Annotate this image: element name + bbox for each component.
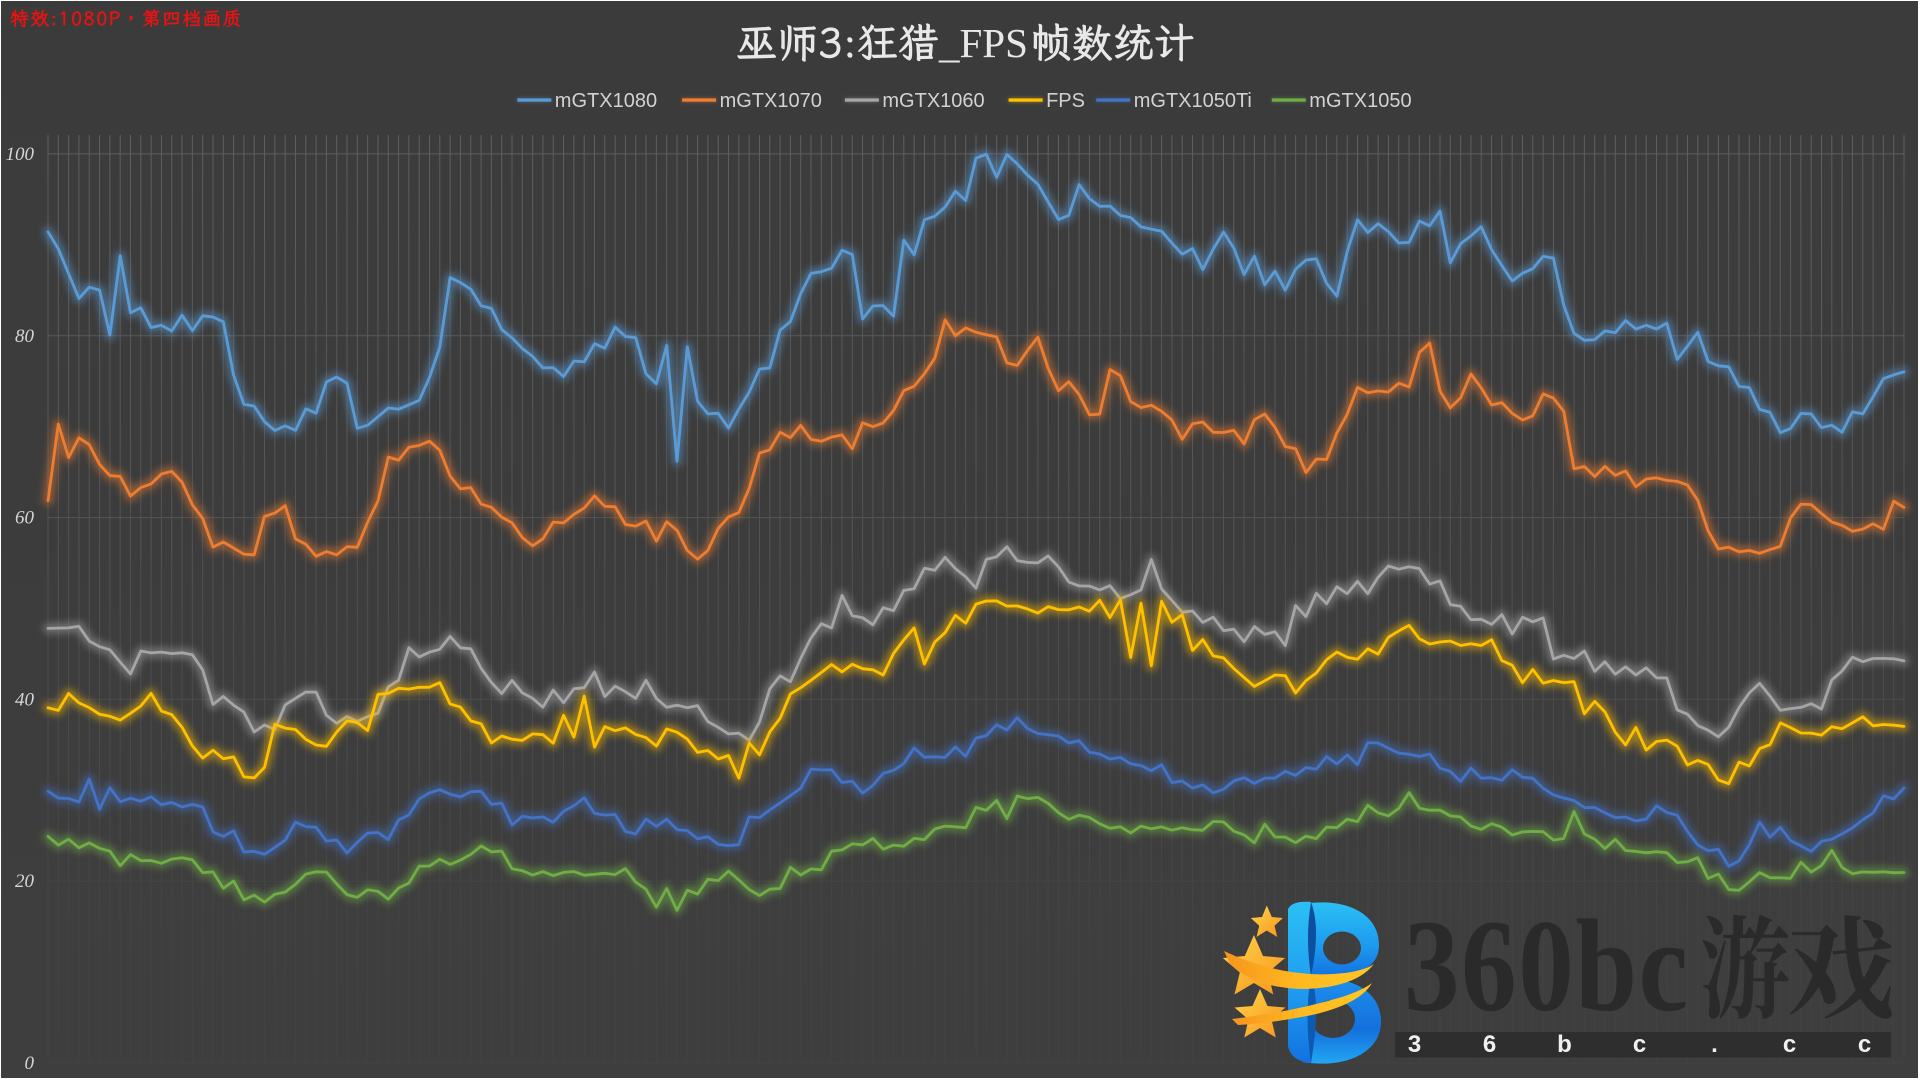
svg-text:.: . <box>1711 1031 1718 1058</box>
svg-text:20: 20 <box>15 871 35 892</box>
svg-text:0: 0 <box>25 1053 35 1074</box>
svg-text:mGTX1050: mGTX1050 <box>1309 90 1411 112</box>
svg-text:FPS: FPS <box>1046 90 1085 112</box>
svg-text:60: 60 <box>15 508 35 529</box>
svg-text:6: 6 <box>1483 1031 1496 1058</box>
svg-text:80: 80 <box>15 326 35 347</box>
svg-text:mGTX1070: mGTX1070 <box>720 90 822 112</box>
svg-text:mGTX1080: mGTX1080 <box>555 90 657 112</box>
svg-text:40: 40 <box>15 689 35 710</box>
svg-text:360bc: 360bc <box>1404 893 1690 1039</box>
svg-text:b: b <box>1557 1031 1572 1058</box>
svg-text:100: 100 <box>6 144 35 165</box>
svg-text:mGTX1060: mGTX1060 <box>882 90 984 112</box>
svg-text:c: c <box>1633 1031 1646 1058</box>
svg-text:c: c <box>1783 1031 1796 1058</box>
svg-text:_FPS: _FPS <box>938 20 1028 66</box>
svg-text:mGTX1050Ti: mGTX1050Ti <box>1134 90 1252 112</box>
svg-text:3: 3 <box>1408 1031 1421 1058</box>
svg-text:c: c <box>1858 1031 1871 1058</box>
